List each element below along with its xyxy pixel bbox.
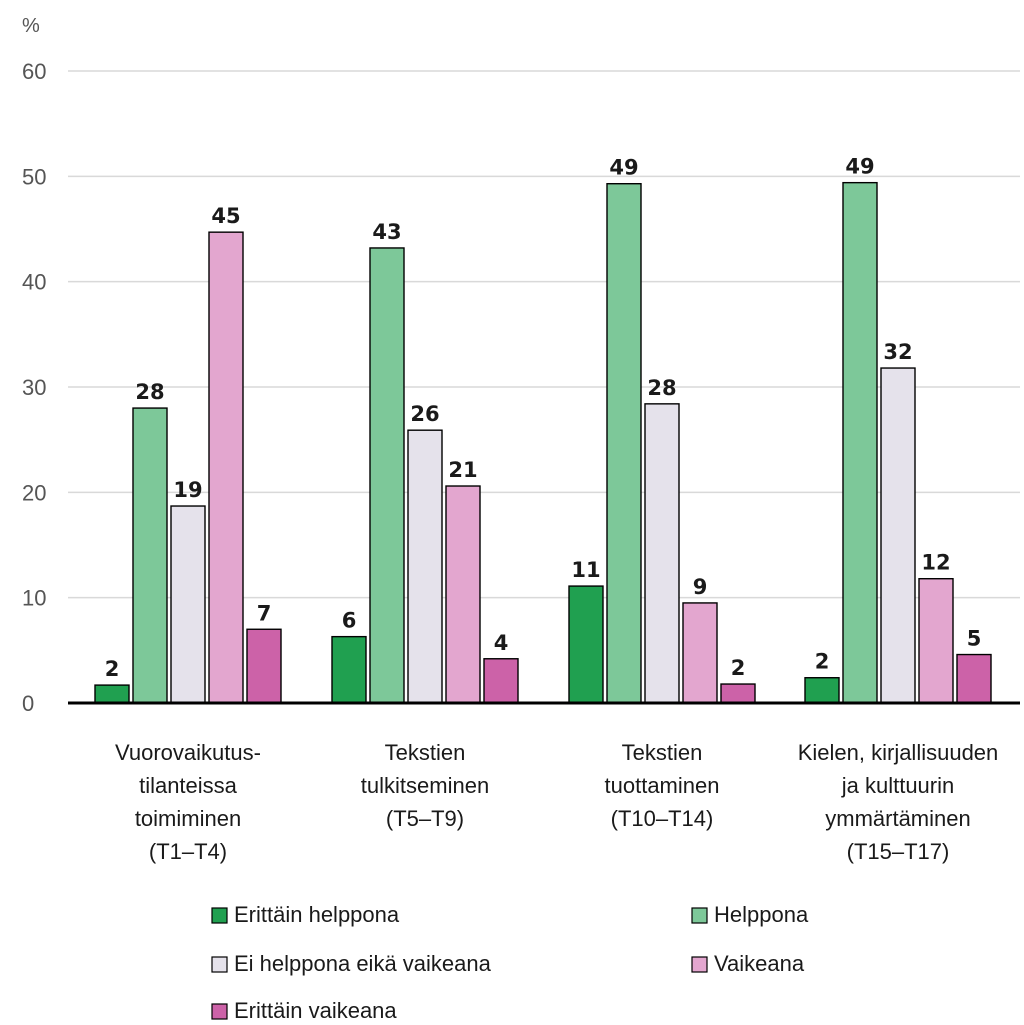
- category-label: Kielen, kirjallisuuden ja kulttuurin ymmär…: [798, 740, 999, 864]
- bar: [483, 658, 519, 704]
- legend-swatch: [211, 1003, 228, 1020]
- y-tick-label: 0: [22, 691, 34, 716]
- y-tick-label: 20: [22, 480, 46, 505]
- data-label: 49: [845, 155, 874, 179]
- bar: [369, 247, 405, 704]
- y-tick-label: 40: [22, 270, 46, 295]
- bar: [445, 485, 481, 704]
- data-label: 2: [105, 657, 120, 681]
- bar: [208, 231, 244, 704]
- y-tick-label: 60: [22, 59, 46, 84]
- legend-label: Erittäin vaikeana: [234, 998, 397, 1023]
- data-label: 6: [342, 609, 357, 633]
- y-axis: % 0 10 20 30 40 50 60: [22, 15, 46, 716]
- legend-label: Ei helppona eikä vaikeana: [234, 951, 492, 976]
- bar: [682, 602, 718, 704]
- y-axis-unit-label: %: [22, 15, 40, 37]
- y-tick-label: 30: [22, 375, 46, 400]
- bar: [246, 628, 282, 704]
- bar: [606, 183, 642, 704]
- data-label: 28: [135, 380, 164, 404]
- category-labels: Vuorovaikutus-tilanteissa toimiminen (T1–T…: [115, 740, 998, 864]
- bar: [842, 181, 878, 704]
- bar: [132, 407, 168, 704]
- data-label: 26: [410, 402, 439, 426]
- bar: [644, 403, 680, 704]
- legend-label: Helppona: [714, 902, 809, 927]
- category-label: Tekstien tulkitseminen (T5–T9): [361, 740, 489, 831]
- data-label: 21: [448, 458, 477, 482]
- data-label: 7: [257, 601, 272, 625]
- legend-item: Vaikeana: [691, 951, 805, 976]
- bar: [720, 683, 756, 704]
- category-label: Vuorovaikutus-tilanteissa toimiminen (T1–T…: [115, 740, 261, 864]
- data-label: 2: [731, 656, 746, 680]
- bar: [804, 677, 840, 704]
- legend: Erittäin helppona Helppona Ei helppona eik…: [211, 902, 809, 1023]
- legend-label: Vaikeana: [714, 951, 805, 976]
- legend-item: Ei helppona eikä vaikeana: [211, 951, 492, 976]
- category-label: Tekstien tuottaminen (T10–T14): [605, 740, 720, 831]
- legend-swatch: [211, 907, 228, 924]
- data-label: 32: [883, 340, 912, 364]
- data-label: 49: [609, 156, 638, 180]
- legend-item: Erittäin vaikeana: [211, 998, 397, 1023]
- bar: [956, 653, 992, 704]
- bar: [568, 585, 604, 704]
- legend-item: Erittäin helppona: [211, 902, 400, 927]
- data-label: 9: [693, 575, 708, 599]
- bar: [170, 505, 206, 704]
- data-label: 12: [921, 551, 950, 575]
- legend-swatch: [691, 907, 708, 924]
- data-label: 19: [173, 478, 202, 502]
- bar: [331, 635, 367, 704]
- legend-item: Helppona: [691, 902, 809, 927]
- data-label: 5: [967, 627, 982, 651]
- data-label: 4: [494, 631, 509, 655]
- bar: [918, 578, 954, 704]
- data-label: 43: [372, 220, 401, 244]
- legend-swatch: [691, 956, 708, 973]
- bar: [407, 429, 443, 704]
- data-label: 45: [211, 204, 240, 228]
- data-label: 11: [571, 558, 600, 582]
- bar: [880, 367, 916, 704]
- legend-swatch: [211, 956, 228, 973]
- data-label: 2: [815, 650, 830, 674]
- y-tick-label: 10: [22, 586, 46, 611]
- y-tick-label: 50: [22, 164, 46, 189]
- legend-label: Erittäin helppona: [234, 902, 400, 927]
- data-label: 28: [647, 376, 676, 400]
- bar: [94, 684, 130, 704]
